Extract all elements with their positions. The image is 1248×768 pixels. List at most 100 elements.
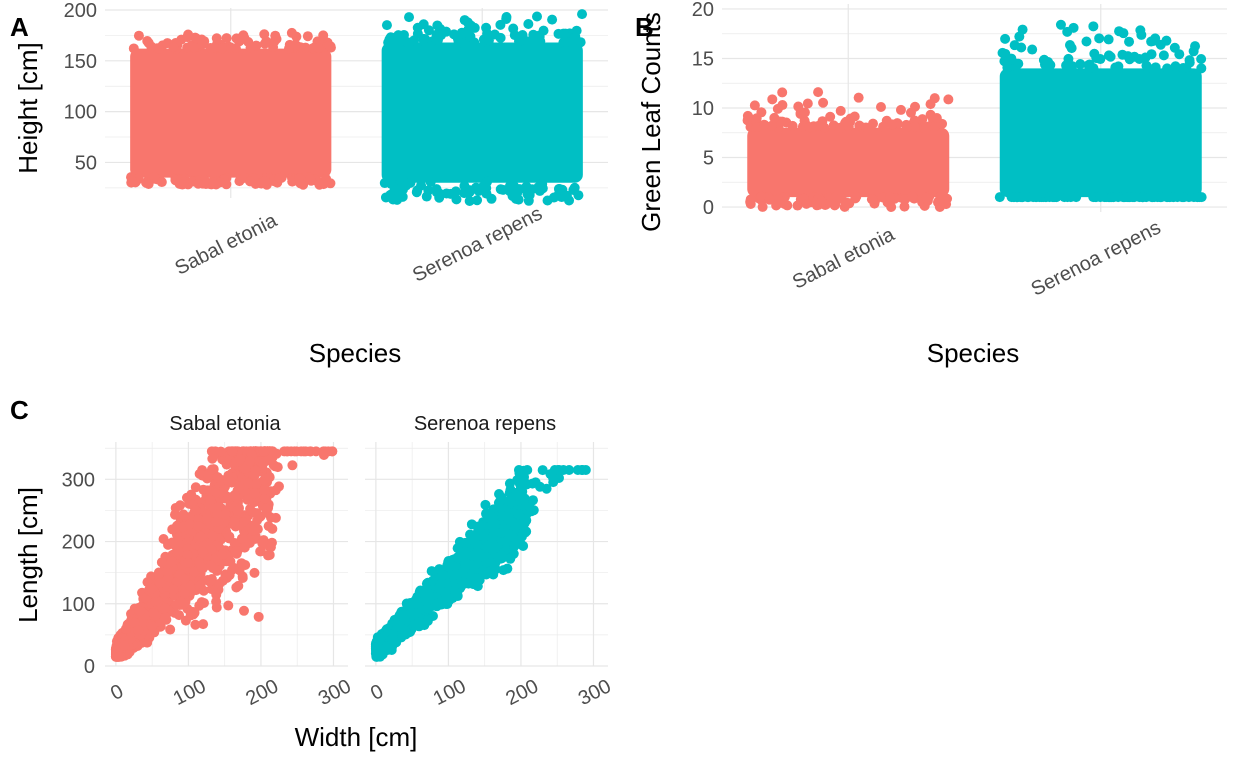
data-point <box>483 35 494 46</box>
data-point <box>887 119 898 130</box>
data-point <box>561 190 572 201</box>
data-point <box>523 19 534 30</box>
data-point <box>535 36 546 47</box>
data-point <box>259 493 270 504</box>
data-point <box>811 200 822 211</box>
data-point <box>467 571 478 582</box>
data-point <box>247 525 258 536</box>
data-point <box>460 578 471 589</box>
data-point <box>234 481 245 492</box>
data-point <box>133 30 144 41</box>
data-point <box>464 195 475 206</box>
data-point <box>434 188 445 199</box>
data-point <box>767 94 778 105</box>
facet-label-serenoa: Serenoa repens <box>414 413 556 435</box>
data-point <box>189 566 200 577</box>
data-point <box>270 512 281 523</box>
data-point <box>1137 192 1148 203</box>
data-point <box>390 184 401 195</box>
data-point <box>371 647 382 658</box>
data-point <box>225 556 236 567</box>
data-point <box>749 100 760 111</box>
data-point <box>207 530 218 541</box>
panel-b-tag: B <box>635 12 654 42</box>
data-point <box>243 478 254 489</box>
data-point <box>120 623 131 634</box>
data-point <box>537 465 548 476</box>
data-point <box>397 184 408 195</box>
data-point <box>313 42 324 53</box>
x-tick-label: 0 <box>367 680 387 705</box>
panel-a-x-ticks: Sabal etonia Serenoa repens <box>171 203 545 287</box>
panel-b-points <box>742 19 1207 212</box>
data-point <box>510 193 521 204</box>
data-point <box>481 22 492 33</box>
data-point <box>175 500 186 511</box>
data-point <box>925 99 936 110</box>
data-point <box>448 560 459 571</box>
data-point <box>211 33 222 44</box>
data-point <box>1146 192 1157 203</box>
data-point <box>422 603 433 614</box>
data-point <box>487 544 498 555</box>
y-tick-label: 0 <box>703 197 714 219</box>
data-point <box>440 587 451 598</box>
data-point <box>224 531 235 542</box>
data-point <box>413 621 424 632</box>
data-point <box>1075 59 1086 70</box>
data-point <box>197 546 208 557</box>
data-point <box>895 104 906 115</box>
data-point <box>129 617 140 628</box>
data-point <box>1103 34 1114 45</box>
data-point <box>206 464 217 475</box>
data-point <box>1142 62 1153 73</box>
data-point <box>386 633 397 644</box>
x-tick-label: Serenoa repens <box>409 203 546 287</box>
data-point <box>1000 33 1011 44</box>
data-point <box>232 546 243 557</box>
data-point <box>252 515 263 526</box>
data-point <box>253 611 264 622</box>
data-point <box>184 519 195 530</box>
data-point <box>769 112 780 123</box>
data-point <box>519 471 530 482</box>
data-point <box>212 472 223 483</box>
y-tick-label: 15 <box>692 48 714 70</box>
data-point <box>165 624 176 635</box>
data-point <box>875 102 886 113</box>
data-point <box>500 535 511 546</box>
data-point <box>1068 22 1079 33</box>
point-cloud-1 <box>999 68 1202 198</box>
data-point <box>258 446 269 457</box>
data-point <box>284 39 295 50</box>
data-point <box>1177 192 1188 203</box>
panel-b: 0 5 10 15 20 Sabal etonia Serenoa repens Gree… <box>635 0 1227 368</box>
data-point <box>1049 192 1060 203</box>
data-point <box>449 585 460 596</box>
data-point <box>267 523 278 534</box>
data-point <box>227 446 238 457</box>
data-point <box>943 94 954 105</box>
data-point <box>516 34 527 45</box>
data-point <box>1135 25 1146 36</box>
data-point <box>153 568 164 579</box>
panel-a: A 50 100 150 200 Sabal etonia Serenoa repens… <box>10 0 608 368</box>
data-point <box>235 454 246 465</box>
data-point <box>1081 36 1092 47</box>
data-point <box>480 499 491 510</box>
y-tick-label: 100 <box>64 102 97 124</box>
data-point <box>193 521 204 532</box>
data-point <box>418 19 429 30</box>
data-point <box>804 122 815 133</box>
data-point <box>128 43 139 54</box>
data-point <box>571 25 582 36</box>
data-point <box>271 448 282 459</box>
data-point <box>885 191 896 202</box>
data-point <box>119 640 130 651</box>
x-tick-label: Sabal etonia <box>171 209 281 279</box>
data-point <box>901 122 912 133</box>
data-point <box>1106 192 1117 203</box>
data-point <box>249 567 260 578</box>
panel-c-points <box>110 446 591 662</box>
